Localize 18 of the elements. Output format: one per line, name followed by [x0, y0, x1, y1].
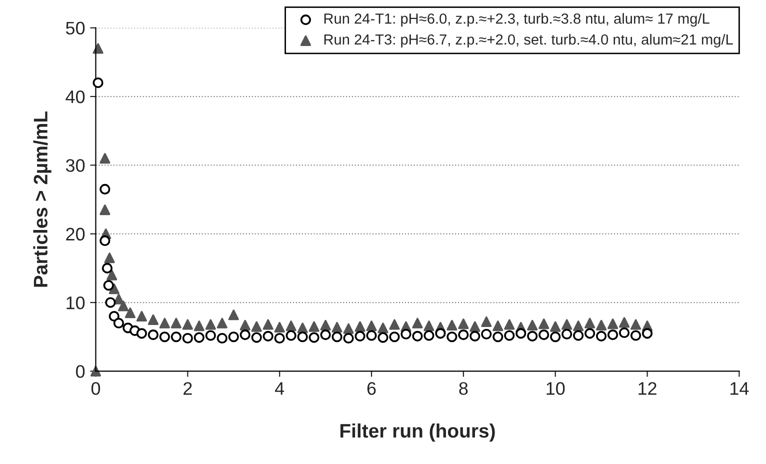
legend-label: Run 24-T3: pH≈6.7, z.p.≈+2.0, set. turb.≈4.0 ntu, alum≈21 mg/L: [324, 34, 733, 48]
y-tick-label: 30: [66, 159, 85, 172]
x-tick-label: 2: [184, 382, 192, 395]
x-tick-label: 4: [274, 382, 284, 395]
x-tick-label: 8: [459, 382, 468, 395]
y-tick-label: 20: [66, 228, 85, 241]
y-tick-label: 50: [66, 22, 85, 35]
x-axis-title: Filter run (hours): [340, 423, 495, 442]
legend-label: Run 24-T1: pH≈6.0, z.p.≈+2.3, turb.≈3.8 ntu, alum≈ 17 mg/L: [324, 13, 710, 27]
x-tick-label: 12: [638, 382, 656, 395]
y-tick-label: 40: [66, 90, 85, 104]
x-tick-label: 14: [730, 382, 749, 395]
y-tick-label: 10: [66, 296, 85, 310]
x-tick-label: 0: [91, 382, 100, 395]
y-tick-label: 0: [76, 365, 85, 378]
x-tick-label: 10: [546, 382, 565, 395]
y-axis-title: Particles > 2µm/mL: [33, 112, 52, 287]
x-tick-label: 6: [367, 382, 376, 395]
